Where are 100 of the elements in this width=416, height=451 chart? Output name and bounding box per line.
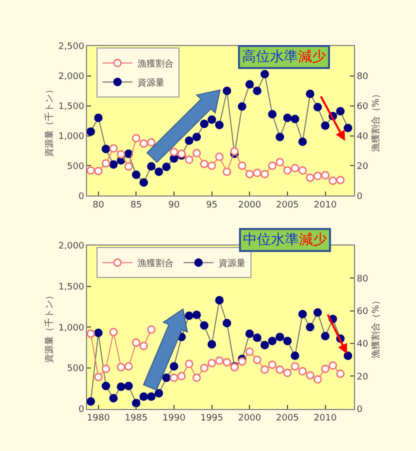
x-tick-label: 2005 [276, 200, 299, 210]
point [208, 115, 216, 124]
annotation: 中位水準 [243, 232, 299, 248]
point [321, 121, 330, 130]
x-tick-label: 1990 [162, 414, 186, 424]
y2-tick-label: 40 [356, 132, 369, 142]
point [215, 356, 224, 365]
y2-tick-label: 80 [356, 72, 369, 82]
annotation: 減少 [299, 232, 327, 248]
point [86, 127, 96, 136]
point [245, 347, 254, 356]
y-tick-label: 1,000 [58, 132, 84, 142]
point [184, 136, 194, 145]
point [162, 374, 171, 382]
point [116, 150, 126, 159]
y-tick-label: 500 [67, 364, 84, 374]
point [298, 310, 307, 318]
point [192, 374, 201, 382]
point [298, 166, 307, 175]
point [344, 124, 352, 132]
point [192, 132, 201, 142]
point [283, 114, 292, 122]
point [306, 90, 314, 98]
point [124, 382, 133, 390]
point [200, 321, 208, 330]
point [336, 176, 345, 184]
point [313, 172, 322, 180]
point [283, 368, 292, 378]
point [184, 311, 194, 320]
point [245, 80, 254, 89]
point [139, 342, 148, 350]
point [200, 160, 208, 168]
point [132, 338, 140, 347]
point [154, 389, 164, 398]
y2-tick-label: 60 [356, 306, 369, 317]
legend-label: 漁獲割合 [138, 58, 174, 70]
point [215, 120, 224, 130]
annotation: 減少 [298, 49, 326, 65]
point [321, 171, 330, 180]
point [124, 362, 133, 371]
point [147, 138, 156, 147]
y2-tick-label: 80 [356, 274, 369, 284]
point [336, 369, 345, 378]
point [102, 159, 110, 168]
point [170, 362, 178, 371]
point [276, 158, 284, 166]
point [132, 170, 140, 179]
y-axis-title: 資源量（千トン） [44, 84, 55, 157]
y2-axis-title: 漁獲割合（%） [370, 90, 382, 152]
point [109, 394, 118, 402]
y-tick-label: 500 [67, 162, 84, 172]
y-tick-label: 2,500 [58, 42, 84, 52]
y2-tick-label: 20 [356, 162, 369, 172]
point [230, 147, 239, 156]
y2-tick-label: 60 [356, 102, 369, 112]
x-tick-label: 2000 [238, 414, 262, 424]
point [215, 296, 224, 304]
point [238, 102, 246, 111]
point [94, 372, 103, 382]
point [238, 161, 246, 170]
point [139, 392, 148, 401]
point [238, 357, 246, 366]
y-tick-label: 0 [78, 404, 84, 415]
point [276, 365, 284, 374]
point [328, 176, 338, 185]
point [192, 310, 201, 320]
point [306, 322, 314, 332]
point [170, 374, 178, 382]
point [321, 332, 330, 340]
point [252, 86, 262, 96]
point [102, 382, 110, 390]
point [116, 382, 126, 392]
point [298, 367, 307, 376]
point [268, 161, 277, 170]
y-tick-label: 2,000 [58, 242, 84, 252]
point [94, 114, 103, 122]
point [109, 328, 118, 336]
y-tick-label: 0 [78, 192, 84, 202]
point [328, 361, 338, 370]
annotation: 高位水準 [242, 49, 298, 65]
point [94, 166, 103, 176]
point [109, 160, 118, 169]
point [298, 138, 307, 146]
x-tick-label: 1995 [200, 414, 224, 424]
point [268, 336, 277, 346]
point [222, 86, 232, 96]
point [177, 372, 186, 380]
point [86, 166, 96, 175]
point [147, 325, 156, 334]
x-tick-label: 2005 [276, 414, 299, 424]
point [260, 170, 269, 178]
point [313, 375, 322, 384]
point [94, 328, 103, 338]
point [283, 336, 292, 346]
y-tick-label: 2,000 [58, 72, 84, 82]
point [147, 162, 156, 171]
point [86, 397, 96, 406]
point [306, 173, 314, 182]
point [290, 114, 300, 124]
point [222, 358, 232, 367]
